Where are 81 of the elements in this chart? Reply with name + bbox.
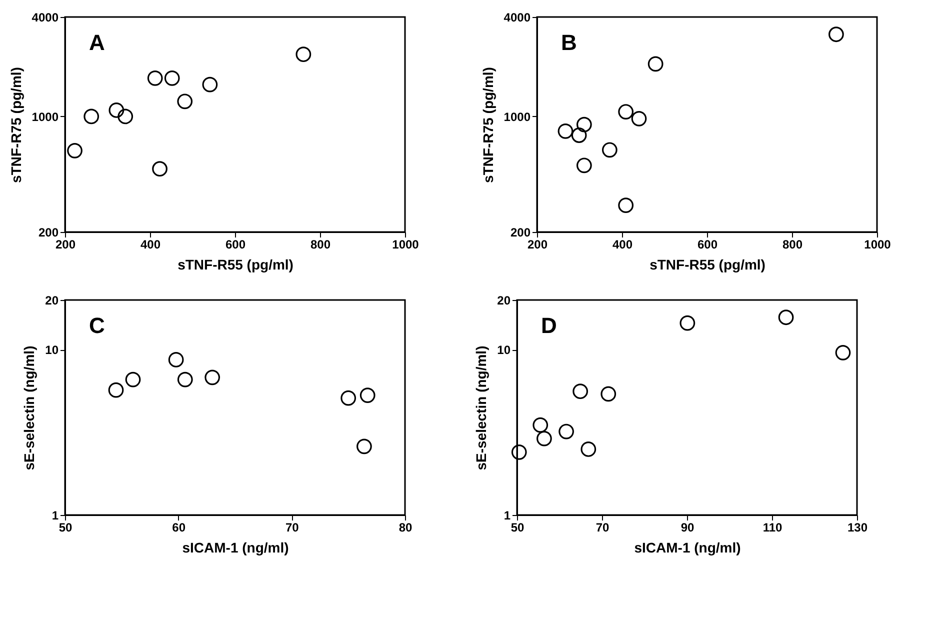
x-tick-label: 400 xyxy=(140,238,161,252)
point xyxy=(177,372,193,388)
x-tick-label: 800 xyxy=(310,238,331,252)
point xyxy=(558,123,574,139)
point xyxy=(118,108,134,124)
x-tick-label: 800 xyxy=(782,238,803,252)
x-tick-label: 70 xyxy=(285,520,300,534)
x-tick-label: 70 xyxy=(596,520,610,534)
point xyxy=(648,56,664,72)
x-tick-label: 600 xyxy=(225,238,246,252)
x-tick-label: 200 xyxy=(55,238,76,252)
x-tick-label: 90 xyxy=(680,520,694,534)
point xyxy=(202,76,218,92)
x-axis-title: sICAM-1 (ng/ml) xyxy=(634,540,741,556)
point xyxy=(618,104,634,120)
point xyxy=(147,70,163,86)
point xyxy=(631,111,647,126)
point xyxy=(340,390,356,406)
y-tick-label: 20 xyxy=(497,294,511,308)
point xyxy=(204,370,220,386)
point xyxy=(177,94,193,110)
x-axis-title: sTNF-R55 (pg/ml) xyxy=(650,256,766,272)
x-tick-label: 80 xyxy=(398,520,412,534)
x-tick-label: 1000 xyxy=(392,238,420,252)
point xyxy=(164,70,180,86)
y-tick-label: 4000 xyxy=(504,10,531,24)
y-tick-label: 1 xyxy=(504,508,511,522)
point xyxy=(602,142,618,158)
point xyxy=(558,424,574,440)
point xyxy=(296,46,312,62)
y-tick-label: 1 xyxy=(52,508,59,522)
annotation: A xyxy=(89,30,105,55)
y-axis-title: sTNF-R75 (pg/ml) xyxy=(8,67,24,183)
point xyxy=(532,417,548,433)
x-tick-label: 60 xyxy=(172,520,186,534)
point xyxy=(576,158,592,174)
annotation: D xyxy=(541,313,557,338)
x-tick-label: 50 xyxy=(58,520,72,534)
y-tick-label: 20 xyxy=(45,294,59,308)
x-axis-title: sICAM-1 (ng/ml) xyxy=(182,540,289,556)
x-tick-label: 110 xyxy=(762,520,783,534)
x-tick-label: 600 xyxy=(697,238,718,252)
y-axis-title: sE-selectin (ng/ml) xyxy=(473,346,490,470)
x-tick-label: 400 xyxy=(612,238,633,252)
annotation: C xyxy=(89,313,105,338)
point xyxy=(600,386,616,402)
point xyxy=(84,108,100,124)
y-tick-label: 10 xyxy=(45,343,59,358)
point xyxy=(576,116,592,132)
y-tick-label: 200 xyxy=(38,226,59,240)
point xyxy=(360,388,376,403)
y-tick-label: 1000 xyxy=(32,110,59,124)
point xyxy=(511,444,527,460)
point xyxy=(152,161,168,177)
y-axis-title: sTNF-R75 (pg/ml) xyxy=(480,67,496,183)
y-tick-label: 4000 xyxy=(32,10,59,24)
point xyxy=(571,128,587,143)
annotation: B xyxy=(561,30,577,55)
x-axis-title: sTNF-R55 (pg/ml) xyxy=(178,256,294,272)
y-tick-label: 10 xyxy=(497,343,511,358)
point xyxy=(618,198,634,214)
point xyxy=(125,372,141,388)
point xyxy=(108,102,124,118)
x-tick-label: 1000 xyxy=(864,238,892,252)
x-tick-label: 200 xyxy=(527,238,548,252)
point xyxy=(572,384,588,400)
point xyxy=(828,26,844,42)
point xyxy=(536,430,552,446)
y-axis-title: sE-selectin (ng/ml) xyxy=(21,346,38,470)
point xyxy=(356,438,372,454)
point xyxy=(835,345,851,360)
point xyxy=(168,352,184,368)
point xyxy=(580,442,596,457)
point xyxy=(680,315,696,331)
point xyxy=(778,310,794,326)
y-tick-label: 1000 xyxy=(504,110,531,124)
x-tick-label: 50 xyxy=(510,520,524,534)
point xyxy=(108,382,124,398)
y-tick-label: 200 xyxy=(510,226,531,240)
point xyxy=(67,143,82,158)
x-tick-label: 130 xyxy=(847,520,868,534)
